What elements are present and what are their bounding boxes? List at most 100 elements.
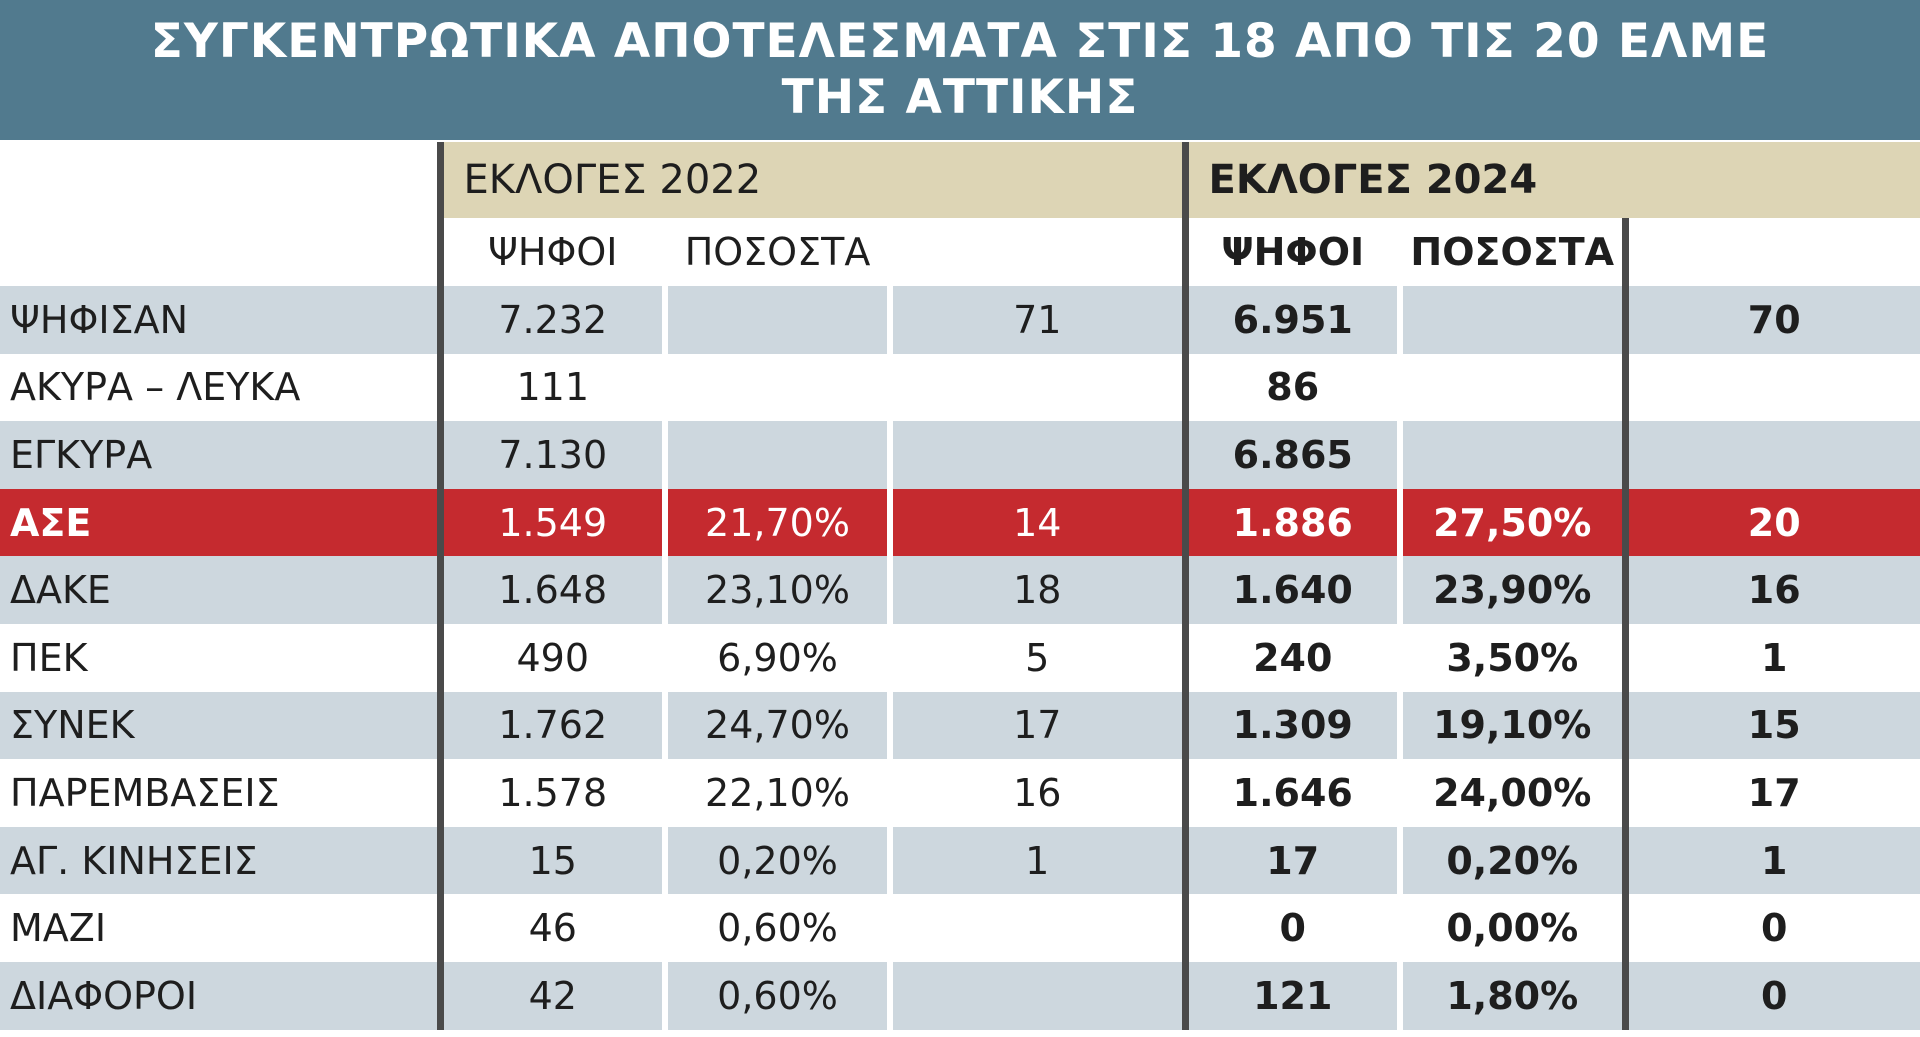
seats-2024-cell: 16 [1621, 556, 1920, 624]
percent-2024-cell [1397, 353, 1625, 422]
percent-2022-cell: 21,70% [662, 488, 890, 557]
percent-2024-cell [1397, 286, 1625, 354]
seats-2024-cell: 1 [1621, 623, 1920, 692]
votes-2022-cell: 7.232 [436, 286, 665, 354]
percent-2022-cell [662, 353, 890, 422]
seats-2022-cell: 18 [887, 556, 1185, 624]
percent-2024-cell: 0,00% [1397, 894, 1625, 962]
percent-2024-cell: 3,50% [1397, 623, 1625, 692]
row-label-cell: ΠΑΡΕΜΒΑΣΕΙΣ [0, 759, 440, 827]
percent-2022-cell: 0,60% [662, 961, 890, 1030]
percent-2022-cell [662, 421, 890, 489]
row-label-cell: ΑΚΥΡΑ – ΛΕΥΚΑ [0, 353, 440, 422]
votes-2022-cell: 42 [436, 961, 665, 1030]
row-label-cell: ΠΕΚ [0, 623, 440, 692]
table-row: ΠΑΡΕΜΒΑΣΕΙΣ 1.578 22,10% 16 1.646 24,00% 17 [0, 759, 1920, 827]
seats-2024-cell: 15 [1621, 691, 1920, 760]
row-label-cell: ΣΥΝΕΚ [0, 691, 440, 760]
percent-2024-cell [1397, 421, 1625, 489]
seats-2022-cell: 17 [887, 691, 1185, 760]
corner-cell-sub [0, 218, 440, 286]
percent-2022-cell: 22,10% [662, 759, 890, 827]
seats-2024-cell: 0 [1621, 894, 1920, 962]
seats-2024-cell: 1 [1621, 826, 1920, 895]
table-row: ΨΗΦΙΣΑΝ 7.232 71 6.951 70 [0, 286, 1920, 354]
votes-2022-cell: 1.648 [436, 556, 665, 624]
percent-2024-cell: 24,00% [1397, 759, 1625, 827]
seats-2022-cell: 71 [887, 286, 1185, 354]
header-elections-2022: ΕΚΛΟΓΕΣ 2022 [436, 142, 1185, 218]
row-label-cell: ΑΣΕ [0, 488, 440, 557]
votes-2022-cell: 1.762 [436, 691, 665, 760]
percent-2024-cell: 0,20% [1397, 826, 1625, 895]
results-table: ΕΚΛΟΓΕΣ 2022 ΕΚΛΟΓΕΣ 2024 ΨΗΦΟΙ ΠΟΣΟΣΤΑ … [0, 142, 1920, 1030]
seats-2022-cell: 1 [887, 826, 1185, 895]
votes-2024-cell: 1.646 [1181, 759, 1400, 827]
votes-2024-cell: 6.865 [1181, 421, 1400, 489]
seats-2022-cell: 16 [887, 759, 1185, 827]
seats-2022-cell [887, 894, 1185, 962]
seats-2024-cell [1621, 353, 1920, 422]
votes-2022-cell: 1.578 [436, 759, 665, 827]
row-label-cell: ΕΓΚΥΡΑ [0, 421, 440, 489]
votes-2024-cell: 1.309 [1181, 691, 1400, 760]
table-row: ΕΓΚΥΡΑ 7.130 6.865 [0, 421, 1920, 489]
percent-2024-cell: 27,50% [1397, 488, 1625, 557]
table-row: ΜΑΖΙ 46 0,60% 0 0,00% 0 [0, 894, 1920, 962]
votes-2022-cell: 15 [436, 826, 665, 895]
votes-2022-cell: 46 [436, 894, 665, 962]
percent-2024-cell: 23,90% [1397, 556, 1625, 624]
votes-2024-cell: 240 [1181, 623, 1400, 692]
row-label-cell: ΨΗΦΙΣΑΝ [0, 286, 440, 354]
votes-2022-cell: 7.130 [436, 421, 665, 489]
table-row: ΣΥΝΕΚ 1.762 24,70% 17 1.309 19,10% 15 [0, 691, 1920, 760]
votes-2024-cell: 1.886 [1181, 488, 1400, 557]
seats-2022-cell: 14 [887, 488, 1185, 557]
table-row: ΔΑΚΕ 1.648 23,10% 18 1.640 23,90% 16 [0, 556, 1920, 624]
votes-2022-cell: 111 [436, 353, 665, 422]
header-percent-2022: ΠΟΣΟΣΤΑ [662, 218, 890, 286]
seats-2022-cell [887, 421, 1185, 489]
seats-2022-cell [887, 353, 1185, 422]
table-row: ΔΙΑΦΟΡΟΙ 42 0,60% 121 1,80% 0 [0, 961, 1920, 1030]
header-seats-2024 [1621, 218, 1920, 286]
table-row: ΠΕΚ 490 6,90% 5 240 3,50% 1 [0, 623, 1920, 692]
votes-2024-cell: 121 [1181, 961, 1400, 1030]
votes-2024-cell: 86 [1181, 353, 1400, 422]
percent-2022-cell: 6,90% [662, 623, 890, 692]
votes-2022-cell: 1.549 [436, 488, 665, 557]
table-row: ΑΓ. ΚΙΝΗΣΕΙΣ 15 0,20% 1 17 0,20% 1 [0, 826, 1920, 895]
table-title-line-1: ΣΥΓΚΕΝΤΡΩΤΙΚΑ ΑΠΟΤΕΛΕΣΜΑΤΑ ΣΤΙΣ 18 ΑΠΟ Τ… [150, 14, 1770, 69]
seats-2024-cell: 20 [1621, 488, 1920, 557]
seats-2022-cell [887, 961, 1185, 1030]
header-votes-2024: ΨΗΦΟΙ [1181, 218, 1400, 286]
votes-2022-cell: 490 [436, 623, 665, 692]
year-header-row: ΕΚΛΟΓΕΣ 2022 ΕΚΛΟΓΕΣ 2024 [0, 142, 1920, 218]
row-label-cell: ΔΑΚΕ [0, 556, 440, 624]
table-row: ΑΚΥΡΑ – ΛΕΥΚΑ 111 86 [0, 353, 1920, 422]
votes-2024-cell: 17 [1181, 826, 1400, 895]
row-label-cell: ΜΑΖΙ [0, 894, 440, 962]
table-title-line-2: ΤΗΣ ΑΤΤΙΚΗΣ [781, 70, 1139, 125]
percent-2024-cell: 19,10% [1397, 691, 1625, 760]
row-label-cell: ΑΓ. ΚΙΝΗΣΕΙΣ [0, 826, 440, 895]
header-seats-2022 [887, 218, 1185, 286]
percent-2024-cell: 1,80% [1397, 961, 1625, 1030]
votes-2024-cell: 0 [1181, 894, 1400, 962]
percent-2022-cell: 24,70% [662, 691, 890, 760]
column-header-row: ΨΗΦΟΙ ΠΟΣΟΣΤΑ ΨΗΦΟΙ ΠΟΣΟΣΤΑ [0, 218, 1920, 286]
votes-2024-cell: 6.951 [1181, 286, 1400, 354]
header-percent-2024: ΠΟΣΟΣΤΑ [1397, 218, 1625, 286]
percent-2022-cell: 0,60% [662, 894, 890, 962]
percent-2022-cell: 23,10% [662, 556, 890, 624]
row-label-cell: ΔΙΑΦΟΡΟΙ [0, 961, 440, 1030]
table-row: ΑΣΕ 1.549 21,70% 14 1.886 27,50% 20 [0, 488, 1920, 557]
seats-2024-cell: 17 [1621, 759, 1920, 827]
header-elections-2024: ΕΚΛΟΓΕΣ 2024 [1181, 142, 1920, 218]
table-title-bar: ΣΥΓΚΕΝΤΡΩΤΙΚΑ ΑΠΟΤΕΛΕΣΜΑΤΑ ΣΤΙΣ 18 ΑΠΟ Τ… [0, 0, 1920, 140]
percent-2022-cell [662, 286, 890, 354]
header-votes-2022: ΨΗΦΟΙ [436, 218, 665, 286]
seats-2022-cell: 5 [887, 623, 1185, 692]
seats-2024-cell: 70 [1621, 286, 1920, 354]
